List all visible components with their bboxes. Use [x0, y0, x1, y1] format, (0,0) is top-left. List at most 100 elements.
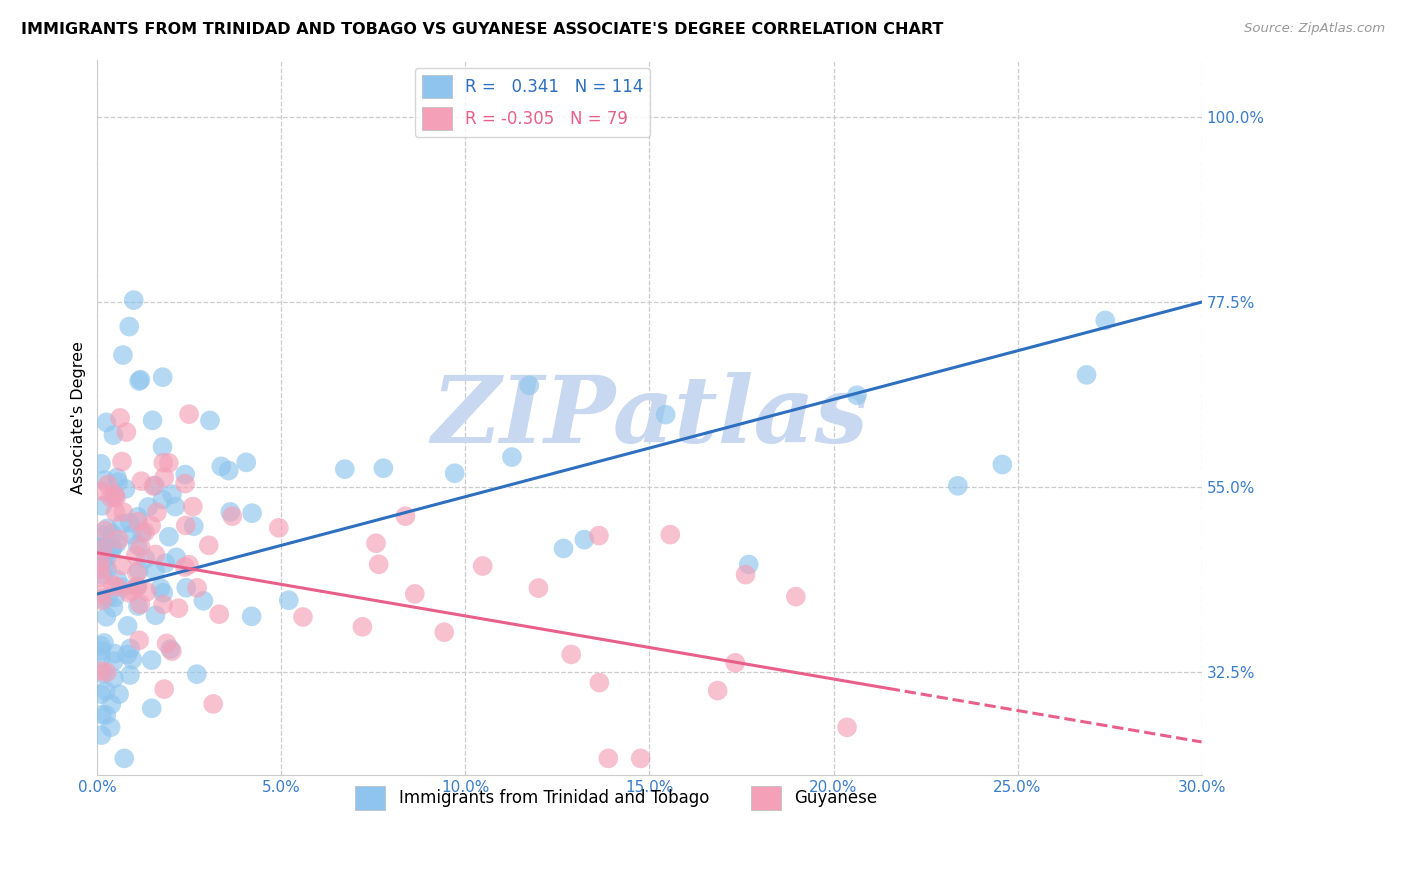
Point — [111, 580, 134, 594]
Point — [404, 587, 426, 601]
Point — [122, 293, 145, 307]
Point — [141, 701, 163, 715]
Point — [96, 521, 118, 535]
Point — [174, 476, 197, 491]
Point — [724, 656, 747, 670]
Point — [240, 609, 263, 624]
Point — [121, 583, 143, 598]
Point — [517, 378, 540, 392]
Point — [193, 593, 215, 607]
Point — [141, 518, 163, 533]
Point — [108, 687, 131, 701]
Point — [186, 581, 208, 595]
Point — [125, 580, 148, 594]
Point — [835, 720, 858, 734]
Point — [129, 540, 152, 554]
Point — [127, 599, 149, 613]
Point — [103, 600, 125, 615]
Point — [235, 455, 257, 469]
Point — [991, 458, 1014, 472]
Text: Source: ZipAtlas.com: Source: ZipAtlas.com — [1244, 22, 1385, 36]
Point — [104, 491, 127, 505]
Point — [129, 373, 152, 387]
Point — [105, 470, 128, 484]
Point — [91, 542, 114, 557]
Point — [107, 573, 129, 587]
Point — [101, 542, 124, 557]
Point — [136, 500, 159, 514]
Point — [105, 536, 128, 550]
Point — [90, 664, 112, 678]
Point — [174, 518, 197, 533]
Point — [90, 553, 112, 567]
Point — [96, 609, 118, 624]
Point — [157, 456, 180, 470]
Point — [97, 477, 120, 491]
Point — [149, 581, 172, 595]
Point — [104, 647, 127, 661]
Point — [443, 467, 465, 481]
Point — [96, 562, 118, 576]
Point — [112, 751, 135, 765]
Point — [118, 668, 141, 682]
Point — [846, 388, 869, 402]
Point — [104, 505, 127, 519]
Point — [103, 671, 125, 685]
Point — [128, 374, 150, 388]
Point — [352, 620, 374, 634]
Point — [101, 527, 124, 541]
Point — [143, 478, 166, 492]
Point — [197, 538, 219, 552]
Point — [159, 642, 181, 657]
Point — [129, 597, 152, 611]
Point — [141, 653, 163, 667]
Point — [90, 544, 112, 558]
Point — [560, 648, 582, 662]
Point — [527, 581, 550, 595]
Point — [118, 516, 141, 530]
Point — [574, 533, 596, 547]
Point — [128, 633, 150, 648]
Text: IMMIGRANTS FROM TRINIDAD AND TOBAGO VS GUYANESE ASSOCIATE'S DEGREE CORRELATION C: IMMIGRANTS FROM TRINIDAD AND TOBAGO VS G… — [21, 22, 943, 37]
Point — [127, 515, 149, 529]
Point — [111, 516, 134, 531]
Point — [183, 519, 205, 533]
Point — [91, 567, 114, 582]
Point — [734, 567, 756, 582]
Point — [240, 506, 263, 520]
Point — [121, 652, 143, 666]
Point — [93, 636, 115, 650]
Point — [174, 467, 197, 482]
Point — [630, 751, 652, 765]
Point — [433, 625, 456, 640]
Point — [118, 319, 141, 334]
Point — [135, 585, 157, 599]
Point — [120, 641, 142, 656]
Point — [198, 413, 221, 427]
Point — [221, 509, 243, 524]
Point — [394, 509, 416, 524]
Point — [108, 533, 131, 547]
Point — [153, 470, 176, 484]
Point — [155, 556, 177, 570]
Point — [91, 593, 114, 607]
Point — [118, 585, 141, 599]
Point — [127, 580, 149, 594]
Point — [94, 524, 117, 538]
Point — [114, 482, 136, 496]
Point — [142, 479, 165, 493]
Point — [654, 408, 676, 422]
Point — [100, 698, 122, 712]
Point — [267, 521, 290, 535]
Point — [90, 707, 112, 722]
Point — [105, 580, 128, 594]
Point — [111, 348, 134, 362]
Point — [103, 428, 125, 442]
Point — [90, 650, 112, 665]
Point — [90, 457, 112, 471]
Point — [291, 610, 314, 624]
Point — [121, 527, 143, 541]
Point — [219, 505, 242, 519]
Point — [146, 505, 169, 519]
Point — [90, 728, 112, 742]
